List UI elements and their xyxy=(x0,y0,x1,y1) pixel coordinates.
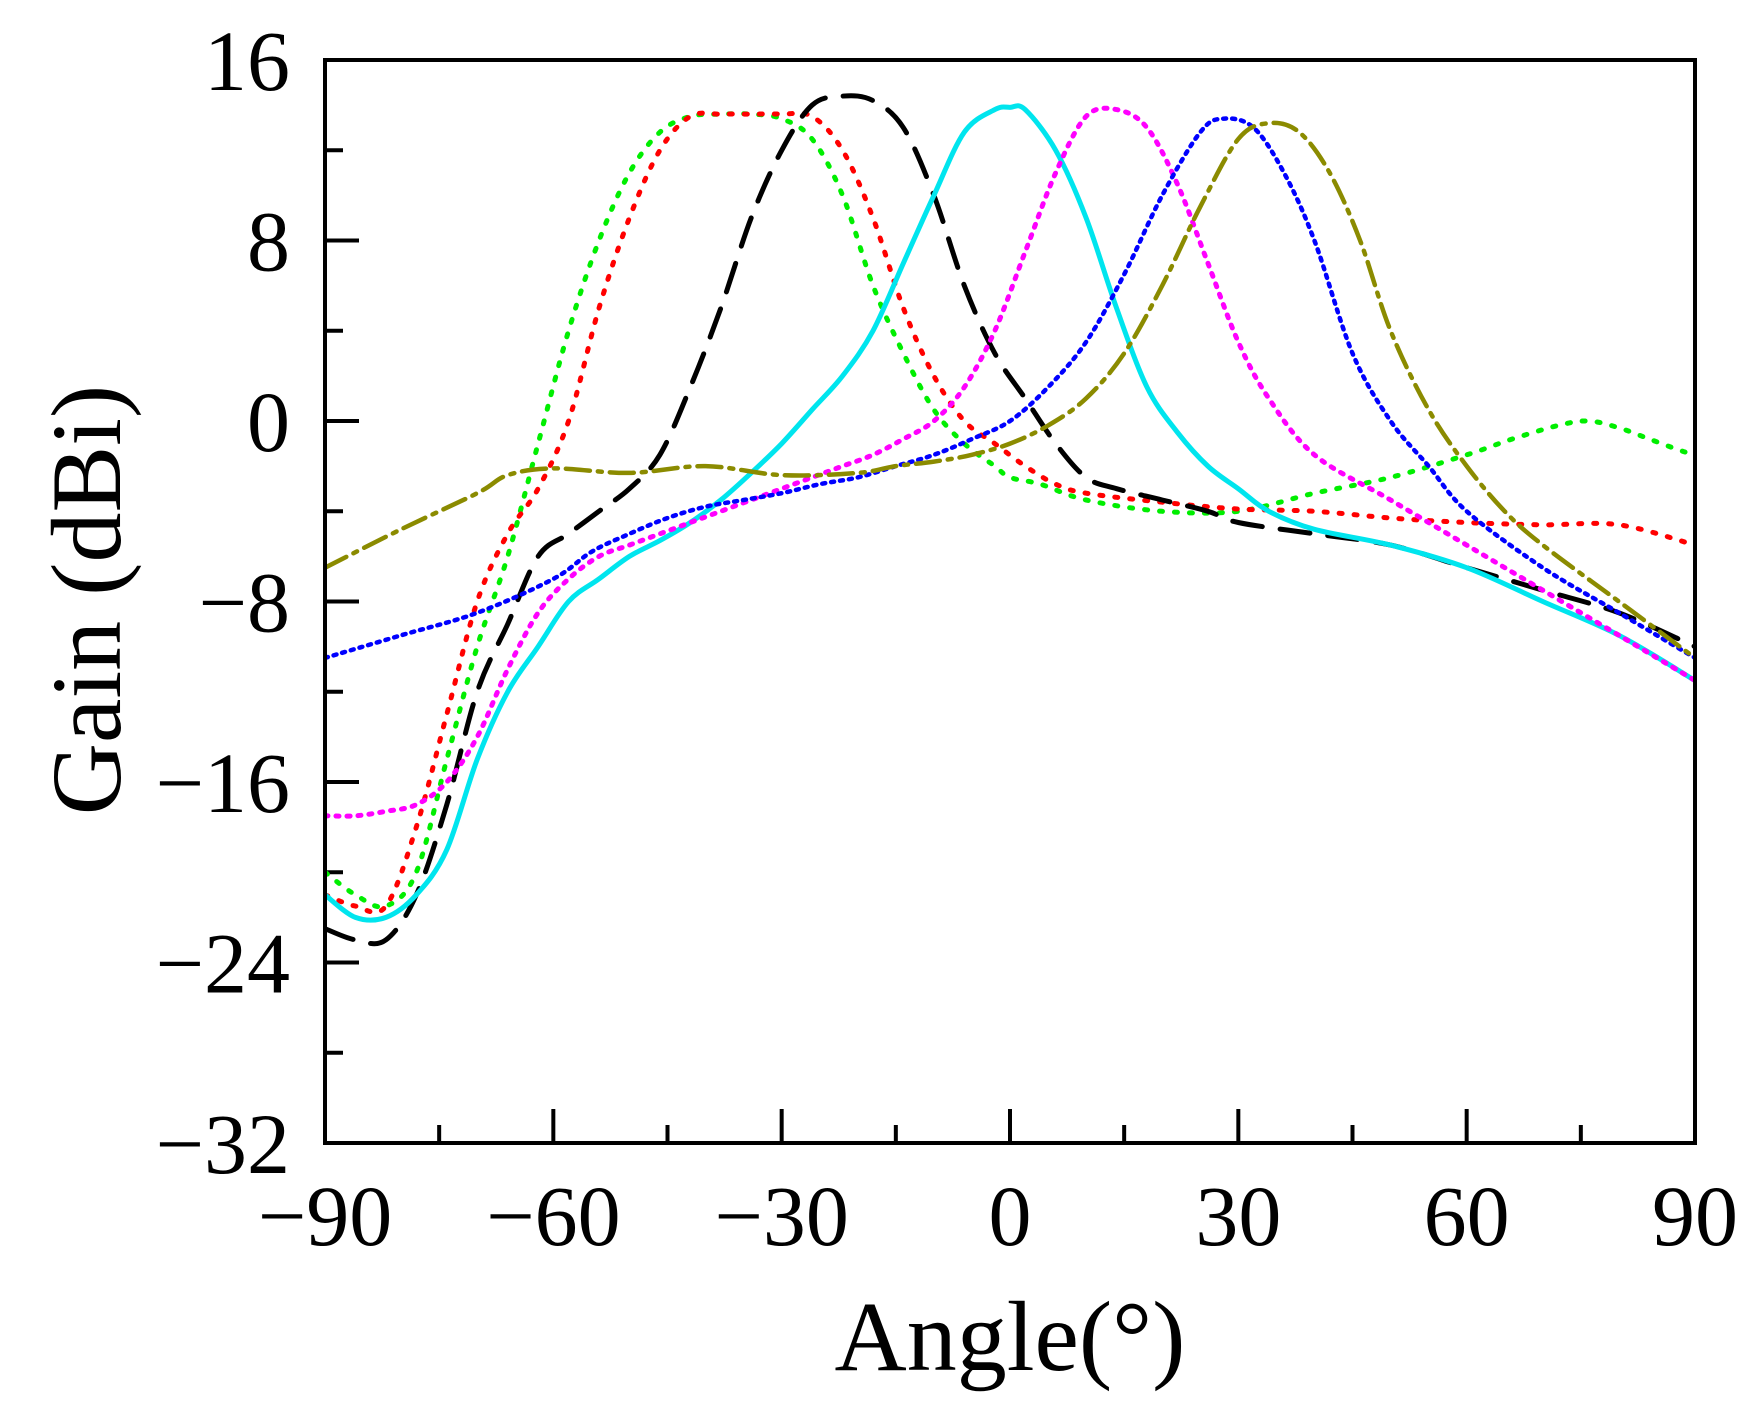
series-line-beam-at-0deg-cyan xyxy=(325,103,1695,923)
x-tick-label: −90 xyxy=(258,1168,393,1264)
y-tick-label: 16 xyxy=(204,13,290,109)
series-lines xyxy=(325,93,1695,947)
y-tick-label: −24 xyxy=(155,916,290,1012)
x-tick-label: 30 xyxy=(1195,1168,1281,1264)
y-tick-label: 8 xyxy=(247,194,290,290)
series-line-beam-at--30deg-green xyxy=(325,111,1695,910)
x-tick-label: −30 xyxy=(714,1168,849,1264)
series-line-beam-at--25deg-red xyxy=(325,110,1695,915)
series-line-beam-at-28deg-blue xyxy=(325,116,1695,661)
plot-frame xyxy=(323,58,1697,1145)
series-line-beam-at--15deg-black xyxy=(325,93,1695,947)
x-axis-title: Angle(°) xyxy=(835,1281,1186,1392)
x-tick-label: 60 xyxy=(1424,1168,1510,1264)
x-tick-label: 90 xyxy=(1652,1168,1738,1264)
y-tick-label: −16 xyxy=(155,735,290,831)
y-tick-label: −8 xyxy=(198,555,290,651)
axis-ticks xyxy=(323,58,1697,1145)
y-axis-title: Gain (dBi) xyxy=(31,385,142,815)
tick-labels: −90 −60 −30 0 30 60 90 16 8 0 −8 −16 −24 −32 xyxy=(155,13,1738,1264)
series-line-beam-at-34deg-olive xyxy=(325,120,1695,661)
series-line-beam-at-12deg-magenta xyxy=(325,105,1695,819)
x-tick-label: −60 xyxy=(486,1168,621,1264)
x-tick-label: 0 xyxy=(989,1168,1032,1264)
y-tick-label: −32 xyxy=(155,1096,290,1192)
y-tick-label: 0 xyxy=(247,374,290,470)
